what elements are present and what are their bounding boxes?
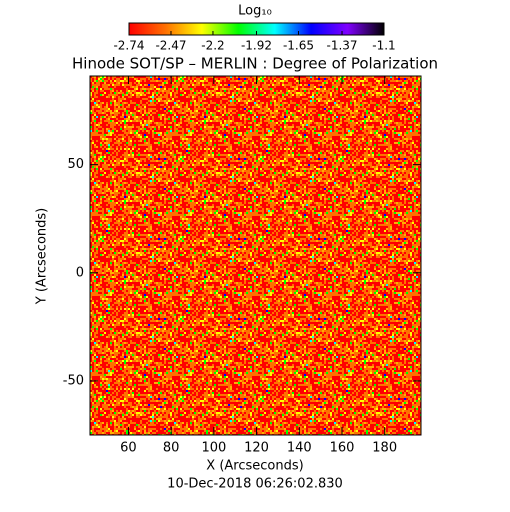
x-tick-label: 120	[244, 441, 269, 456]
colorbar-tick-label: -2.74	[113, 39, 144, 53]
x-tick-label: 100	[201, 441, 226, 456]
x-tick-label: 60	[120, 441, 137, 456]
x-axis-label: X (Arcseconds)	[206, 459, 303, 474]
x-tick-label: 160	[330, 441, 355, 456]
footer-date: 10-Dec-2018 06:26:02.830	[167, 477, 343, 492]
colorbar-tick-label: -1.65	[283, 39, 314, 53]
x-tick-label: 80	[163, 441, 180, 456]
x-tick-label: 180	[372, 441, 397, 456]
y-axis-label: Y (Arcseconds)	[35, 208, 50, 305]
y-tick-label: -50	[63, 373, 84, 388]
colorbar-tick-label: -1.92	[241, 39, 272, 53]
y-tick-label: 0	[76, 265, 84, 280]
y-tick-label: 50	[67, 157, 84, 172]
polarization-map	[90, 76, 421, 435]
x-tick-label: 140	[287, 441, 312, 456]
colorbar-tick-label: -1.1	[372, 39, 395, 53]
chart-title: Hinode SOT/SP – MERLIN : Degree of Polar…	[72, 55, 438, 73]
colorbar-label: Log₁₀	[238, 4, 272, 19]
plot-frame	[89, 75, 422, 436]
colorbar-tick-label: -2.2	[201, 39, 224, 53]
colorbar-tick-label: -1.37	[326, 39, 357, 53]
colorbar-tick-label: -2.47	[155, 39, 186, 53]
